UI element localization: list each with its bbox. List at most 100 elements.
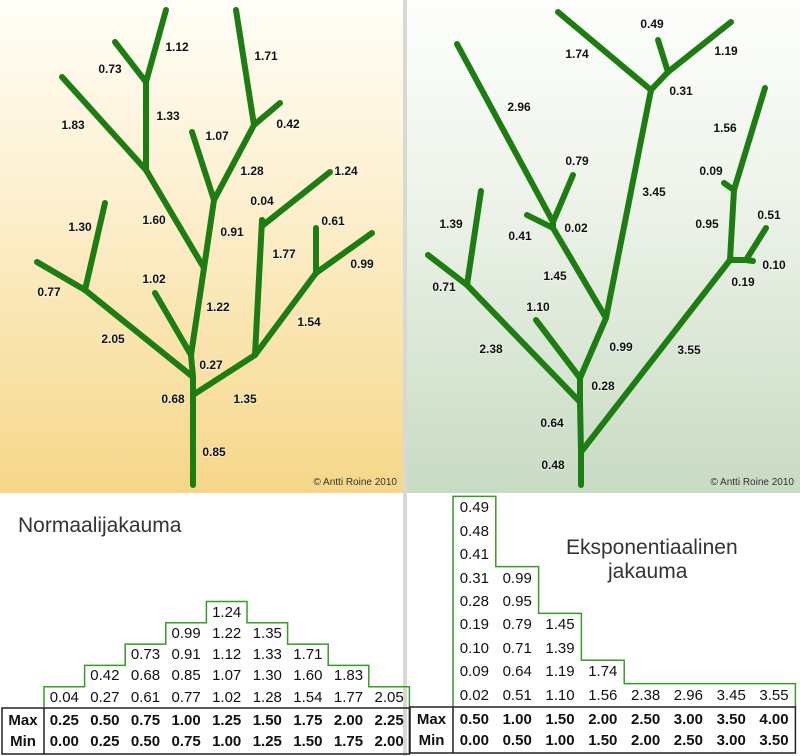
branch-length-label: 2.38 (479, 342, 503, 356)
branch-length-label: 3.45 (642, 185, 666, 199)
max-value: 2.00 (333, 712, 364, 729)
tree-branch (577, 399, 584, 455)
tree-branch (82, 287, 196, 380)
branch-length-label: 0.95 (695, 217, 719, 231)
table-cell: 1.22 (212, 624, 242, 642)
tree-branch (743, 225, 769, 263)
table-cell: 3.55 (759, 686, 789, 704)
tree-branch (464, 282, 583, 405)
table-cell: 0.85 (171, 667, 201, 685)
table-cell: 0.71 (502, 639, 532, 657)
branch-length-label: 0.49 (640, 17, 664, 31)
table-title: Normaalijakauma (18, 514, 182, 537)
table-cell: 0.28 (459, 593, 489, 610)
table-cell: 0.61 (130, 688, 161, 706)
tree-branch (152, 290, 194, 358)
tree-branch (731, 85, 768, 193)
branch-length-label: 0.19 (731, 275, 755, 289)
table-cell: 0.27 (90, 688, 120, 706)
branch-length-label: 0.77 (37, 285, 61, 299)
branch-length-label: 1.02 (142, 272, 166, 286)
table-cell: 1.60 (293, 667, 323, 685)
table-cell: 0.41 (459, 546, 489, 564)
table-cell: 0.09 (459, 663, 489, 681)
branch-length-label: 0.73 (98, 62, 122, 76)
min-value: 2.00 (630, 732, 661, 749)
table-cell: 0.77 (171, 688, 201, 706)
tree-branch (603, 87, 654, 321)
table-cell: 0.10 (459, 639, 489, 657)
branch-length-label: 0.02 (564, 221, 588, 235)
min-value: 0.00 (459, 732, 489, 749)
table-cell: 2.38 (630, 686, 661, 704)
tree-branch (201, 197, 217, 271)
tree-branch (251, 100, 283, 128)
branch-length-label: 1.24 (334, 164, 358, 178)
max-value: 2.50 (630, 711, 661, 728)
table-cell: 0.42 (90, 667, 120, 685)
branch-length-label: 1.35 (233, 392, 257, 406)
branch-length-label: 1.60 (142, 213, 166, 227)
tree-branch (533, 317, 583, 381)
table-cell: 0.04 (49, 688, 79, 706)
table-cell: 1.02 (212, 688, 242, 706)
table-cell: 1.30 (252, 667, 282, 685)
branch-length-label: 0.91 (220, 225, 244, 239)
table-cell: 1.45 (545, 616, 575, 634)
tree-branch (655, 37, 671, 75)
table-cell: 1.19 (545, 663, 575, 681)
tree-branch (190, 352, 258, 398)
branch-length-label: 1.30 (68, 220, 92, 234)
tree-branch (211, 122, 257, 203)
table-cell: 0.95 (502, 593, 532, 610)
branch-length-label: 0.64 (540, 416, 564, 430)
branch-length-label: 1.22 (206, 300, 230, 314)
branch-length-label: 1.33 (156, 109, 180, 123)
tree-branch (464, 188, 484, 288)
min-value: 0.75 (171, 733, 201, 750)
branch-length-label: 1.12 (165, 40, 189, 54)
branch-length-label: 3.55 (677, 343, 701, 357)
max-value: 1.50 (545, 711, 575, 728)
divider (403, 0, 407, 756)
tree-branch (313, 230, 375, 276)
max-value: 1.75 (293, 712, 323, 729)
tree-branch (648, 69, 671, 93)
tree-branch (524, 212, 556, 231)
branch-length-label: 0.85 (202, 445, 226, 459)
max-value: 1.00 (171, 712, 201, 729)
branch-length-label: 0.31 (669, 84, 693, 98)
min-value: 2.50 (673, 732, 703, 749)
table-cell: 1.74 (588, 663, 618, 681)
table-cell: 1.24 (212, 603, 242, 621)
max-value: 2.25 (374, 712, 404, 729)
tree-branch (425, 252, 470, 288)
branch-length-label: 1.56 (713, 121, 737, 135)
tree-branch (252, 270, 319, 358)
max-label: Max (416, 711, 447, 728)
table-cell: 0.19 (459, 616, 489, 634)
branch-length-label: 0.99 (609, 340, 633, 354)
exponential-distribution-tree-panel: 0.48 3.55 0.19 0.10 0.51 0.95 0.09 1.56 0.64 2.38… (407, 0, 800, 493)
table-cell: 1.54 (293, 688, 323, 706)
max-value: 2.00 (588, 711, 618, 728)
table-cell: 1.28 (252, 688, 282, 706)
branch-length-label: 0.68 (161, 392, 185, 406)
min-value: 0.50 (502, 732, 532, 749)
branch-length-label: 0.61 (321, 214, 345, 228)
branch-length-label: 0.04 (250, 194, 274, 208)
table-cell: 0.73 (130, 646, 161, 664)
tree-branch (577, 315, 609, 381)
tree-branch (34, 259, 88, 293)
max-value: 3.50 (716, 711, 746, 728)
branch-length-label: 0.79 (565, 154, 589, 168)
min-label: Min (10, 733, 36, 750)
tree-branch (550, 172, 576, 225)
tree-branch (59, 74, 149, 173)
max-value: 1.00 (502, 711, 532, 728)
table-cell: 1.35 (252, 624, 282, 642)
branch-length-label: 1.07 (205, 129, 229, 143)
max-value: 0.25 (49, 712, 79, 729)
branch-length-label: 1.74 (565, 47, 589, 61)
tree-branch (233, 7, 257, 128)
